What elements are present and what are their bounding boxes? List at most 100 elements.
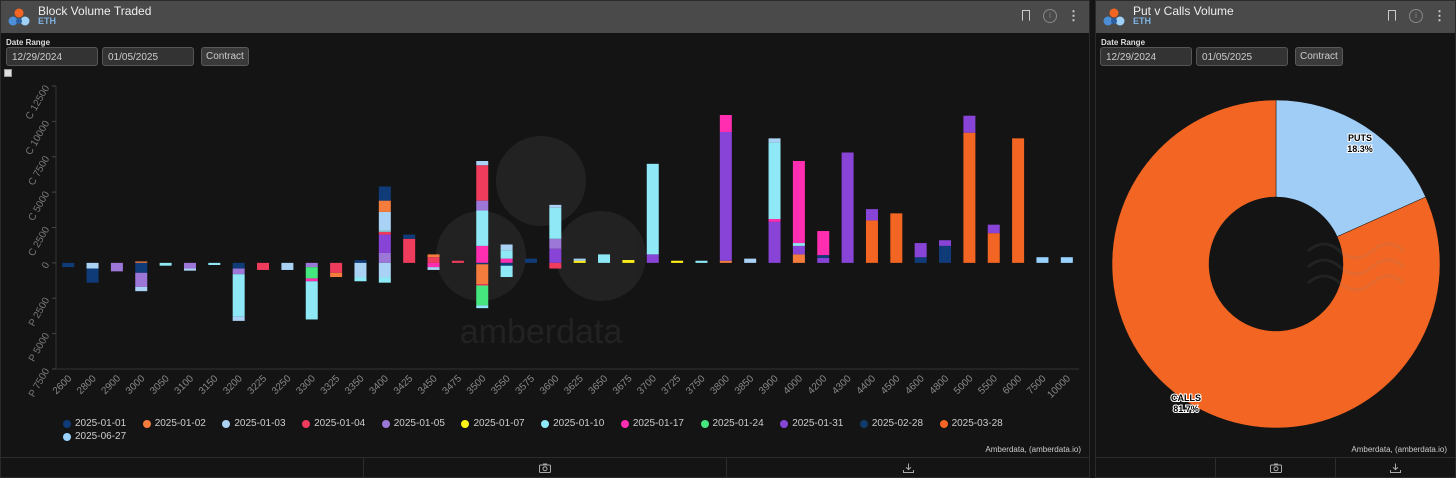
bar-3400-2025-01-01[interactable] xyxy=(378,186,391,201)
bookmark-icon[interactable] xyxy=(1019,9,1033,23)
legend-item-2025-03-28[interactable]: 2025-03-28 xyxy=(939,418,1020,429)
start-date-input[interactable]: 12/29/2024 xyxy=(6,47,98,66)
bar-4800-2025-01-01[interactable] xyxy=(939,245,952,263)
bar-7500-2025-06-27[interactable] xyxy=(1036,257,1049,263)
bar-3450-2025-01-04[interactable] xyxy=(427,257,440,263)
bar-3200-2025-01-03[interactable] xyxy=(232,316,245,321)
bar-3550-2025-01-10[interactable] xyxy=(500,250,513,259)
legend-item-2025-01-07[interactable]: 2025-01-07 xyxy=(461,418,541,429)
legend-item-2025-01-04[interactable]: 2025-01-04 xyxy=(302,418,382,429)
legend-item-2025-01-17[interactable]: 2025-01-17 xyxy=(620,418,701,429)
bar-3400-2025-01-02[interactable] xyxy=(378,200,391,212)
info-icon[interactable]: i xyxy=(1409,9,1423,23)
bar-4200-2025-01-17[interactable] xyxy=(817,231,830,256)
bar-2600-2025-01-01[interactable] xyxy=(62,262,75,268)
bar-3650-2025-01-10[interactable] xyxy=(598,254,611,263)
bar-3325-2025-01-02[interactable] xyxy=(330,272,343,278)
bar-2800-2025-01-01[interactable] xyxy=(86,268,99,283)
bar-3450-2025-01-03[interactable] xyxy=(427,267,440,270)
bar-3400-2025-01-03[interactable] xyxy=(378,211,391,231)
bar-3300-2025-01-17[interactable] xyxy=(305,278,318,282)
bar-3400-2025-01-10[interactable] xyxy=(378,230,391,232)
bar-4500-2025-03-28[interactable] xyxy=(890,213,903,263)
legend-item-2025-01-05[interactable]: 2025-01-05 xyxy=(381,418,462,429)
bar-3000-2025-01-05[interactable] xyxy=(135,272,148,287)
bar-3750-2025-01-10[interactable] xyxy=(695,260,708,263)
bar-3725-2025-01-07[interactable] xyxy=(671,260,684,263)
bar-4600-2025-01-31[interactable] xyxy=(914,243,927,258)
bar-3500-2025-01-24[interactable] xyxy=(476,285,489,306)
bar-3200-2025-01-01[interactable] xyxy=(232,262,245,269)
legend-item-2025-01-02[interactable]: 2025-01-02 xyxy=(142,418,223,429)
legend-item-2025-06-27[interactable]: 2025-06-27 xyxy=(63,431,143,442)
bar-3900-2025-01-03[interactable] xyxy=(768,138,781,143)
bar-3800-2025-01-02[interactable] xyxy=(719,260,732,263)
bar-3500-2025-01-10[interactable] xyxy=(476,210,489,246)
bar-3350-2025-01-01[interactable] xyxy=(354,260,367,263)
contract-button[interactable]: Contract xyxy=(1295,47,1343,66)
bar-3500-2025-01-05[interactable] xyxy=(476,200,489,211)
bar-3900-2025-01-10[interactable] xyxy=(768,142,781,220)
bar-4000-2025-01-17[interactable] xyxy=(792,160,805,244)
bar-3500-2025-01-17[interactable] xyxy=(476,245,489,263)
bar-3100-2025-01-03[interactable] xyxy=(183,268,196,271)
bar-4000-2025-01-02[interactable] xyxy=(792,254,805,263)
bar-3425-2025-01-04[interactable] xyxy=(403,238,416,263)
legend-item-2025-01-31[interactable]: 2025-01-31 xyxy=(780,418,860,429)
bar-3550-2025-01-03[interactable] xyxy=(500,244,513,251)
download-button[interactable] xyxy=(1336,458,1455,477)
more-icon[interactable]: ⋮ xyxy=(1067,8,1080,23)
info-icon[interactable]: i xyxy=(1043,9,1057,23)
bar-4300-2025-01-31[interactable] xyxy=(841,152,854,263)
bar-3250-2025-01-03[interactable] xyxy=(281,262,294,270)
bar-3600-2025-01-31[interactable] xyxy=(549,248,562,263)
bar-3400-2025-01-04[interactable] xyxy=(378,231,391,235)
bar-6000-2025-03-28[interactable] xyxy=(1012,138,1025,263)
bar-3400-2025-01-10[interactable] xyxy=(378,277,391,283)
bar-3550-2025-01-10[interactable] xyxy=(500,265,513,278)
reset-zoom-icon[interactable] xyxy=(4,69,12,77)
bar-3150-2025-01-10[interactable] xyxy=(208,262,221,265)
bar-3050-2025-01-10[interactable] xyxy=(159,262,172,266)
bar-3700-2025-01-10[interactable] xyxy=(646,163,659,255)
bar-5500-2025-01-31[interactable] xyxy=(987,224,1000,234)
bar-5000-2025-01-31[interactable] xyxy=(963,115,976,133)
bar-3625-2025-01-07[interactable] xyxy=(573,260,586,263)
bar-3475-2025-01-04[interactable] xyxy=(451,260,464,263)
bar-3500-2025-01-04[interactable] xyxy=(476,165,489,201)
bar-4600-2025-01-01[interactable] xyxy=(914,257,927,263)
bar-3900-2025-01-31[interactable] xyxy=(768,221,781,263)
bar-3500-2025-01-02[interactable] xyxy=(476,264,489,285)
legend-item-2025-01-24[interactable]: 2025-01-24 xyxy=(700,418,781,429)
slice-puts[interactable] xyxy=(1275,99,1427,237)
bar-3550-2025-01-01[interactable] xyxy=(500,262,513,266)
bar-4000-2025-01-31[interactable] xyxy=(792,245,805,255)
bar-2800-2025-01-03[interactable] xyxy=(86,262,99,269)
bar-3850-2025-01-03[interactable] xyxy=(744,258,757,263)
bar-3100-2025-01-05[interactable] xyxy=(183,262,196,269)
bar-3350-2025-01-03[interactable] xyxy=(354,262,367,278)
bar-3575-2025-01-01[interactable] xyxy=(524,258,537,263)
bar-4400-2025-01-31[interactable] xyxy=(865,209,878,221)
bar-3700-2025-01-31[interactable] xyxy=(646,254,659,263)
bar-3000-2025-01-03[interactable] xyxy=(135,286,148,292)
contract-button[interactable]: Contract xyxy=(201,47,249,66)
bar-4200-2025-01-31[interactable] xyxy=(817,257,830,263)
bar-4800-2025-01-31[interactable] xyxy=(939,240,952,246)
bar-3550-2025-01-17[interactable] xyxy=(500,258,513,263)
screenshot-button[interactable] xyxy=(364,458,727,477)
bar-4200-2025-01-01[interactable] xyxy=(817,255,830,258)
bar-5500-2025-03-28[interactable] xyxy=(987,233,1000,263)
bar-10000-2025-06-27[interactable] xyxy=(1060,257,1073,263)
bar-3300-2025-01-10[interactable] xyxy=(305,281,318,320)
bar-3225-2025-01-04[interactable] xyxy=(257,262,270,270)
legend-item-2025-01-10[interactable]: 2025-01-10 xyxy=(541,418,621,429)
bar-3000-2025-01-02[interactable] xyxy=(135,261,148,263)
bar-3325-2025-01-04[interactable] xyxy=(330,262,343,273)
legend-item-2025-02-28[interactable]: 2025-02-28 xyxy=(859,418,940,429)
start-date-input[interactable]: 12/29/2024 xyxy=(1100,47,1192,66)
bar-3350-2025-01-10[interactable] xyxy=(354,277,367,282)
bar-3500-2025-01-01[interactable] xyxy=(476,262,489,265)
screenshot-button[interactable] xyxy=(1216,458,1336,477)
bookmark-icon[interactable] xyxy=(1385,9,1399,23)
